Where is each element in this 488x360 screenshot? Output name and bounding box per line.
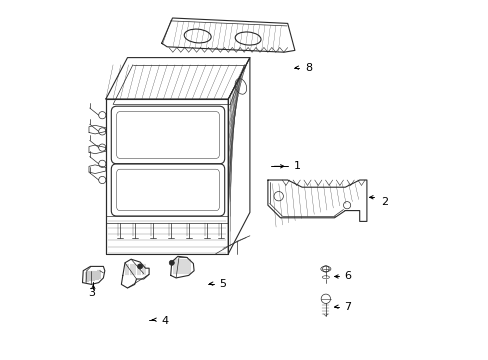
Text: 4: 4 xyxy=(161,316,168,327)
Text: 6: 6 xyxy=(344,271,351,282)
Text: 8: 8 xyxy=(305,63,311,73)
Text: 1: 1 xyxy=(294,161,301,171)
Circle shape xyxy=(169,260,174,265)
Text: 5: 5 xyxy=(219,279,226,289)
Text: 2: 2 xyxy=(381,197,387,207)
Circle shape xyxy=(137,264,142,269)
Text: 7: 7 xyxy=(344,302,351,312)
Text: 3: 3 xyxy=(88,288,95,298)
